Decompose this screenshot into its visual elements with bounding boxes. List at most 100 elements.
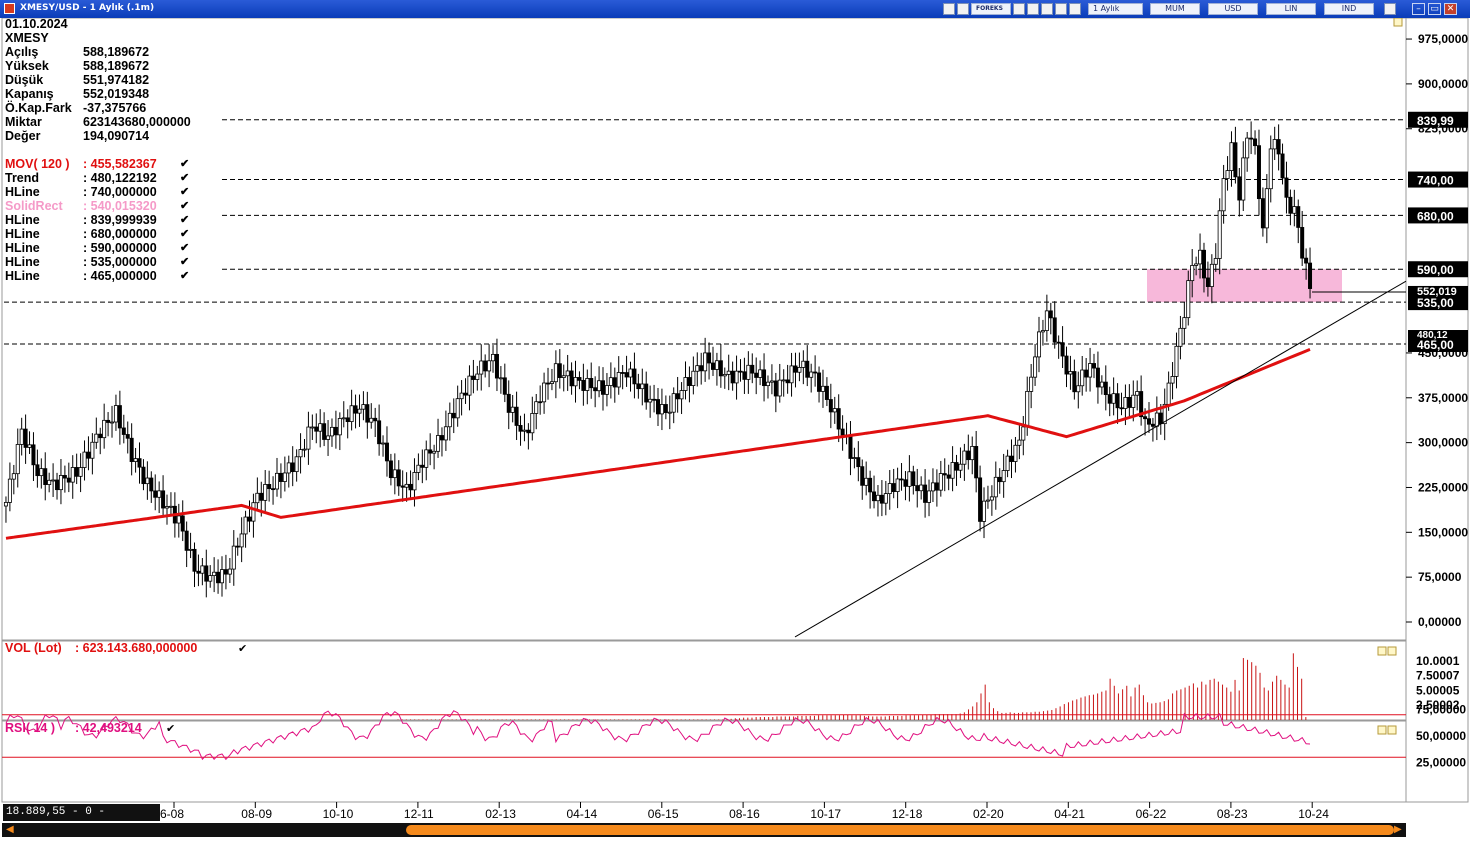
candle-body	[11, 473, 16, 480]
info-row-value: 194,090714	[83, 129, 150, 143]
candle-body	[98, 433, 103, 439]
candle-body	[263, 484, 268, 501]
scroll-left-arrow-icon[interactable]: ◀	[6, 824, 14, 835]
candle-body	[475, 373, 480, 380]
candle-body	[856, 457, 861, 468]
candle-body	[1272, 139, 1277, 150]
candle-body	[62, 475, 67, 479]
info-row-value: 588,189672	[83, 45, 150, 59]
cursor-icon[interactable]	[1384, 3, 1396, 15]
minimize-button[interactable]: –	[1412, 3, 1425, 15]
candle-body	[110, 421, 115, 424]
toolbar-grid-icon[interactable]	[1027, 3, 1039, 15]
indicator-value: : 680,000000	[83, 227, 157, 241]
candle-body	[604, 385, 609, 395]
candle-body	[184, 530, 189, 551]
panel-button[interactable]	[1393, 18, 1403, 27]
candle-body	[781, 379, 786, 382]
candle-body	[31, 444, 36, 466]
candle-body	[1107, 394, 1112, 404]
candle-body	[161, 490, 166, 509]
candle-body	[141, 466, 146, 485]
candle-body	[196, 570, 201, 574]
candles	[3, 121, 1313, 598]
candle-body	[1033, 356, 1038, 378]
x-axis-label: 6-08	[160, 807, 184, 821]
candle-body	[420, 464, 425, 468]
candle-body	[1143, 416, 1148, 420]
toolbar-wave-icon[interactable]	[1069, 3, 1081, 15]
indicator-value: : 455,582367	[83, 157, 157, 171]
scale-select[interactable]: LIN	[1266, 3, 1316, 15]
candle-body	[514, 406, 519, 426]
candle-body	[927, 490, 932, 503]
info-row-value: 552,019348	[83, 87, 150, 101]
candle-body	[1292, 206, 1297, 214]
candle-body	[106, 419, 111, 423]
close-button[interactable]: ✕	[1444, 3, 1457, 15]
candle-body	[970, 445, 975, 461]
scroll-right-arrow-icon[interactable]: ▶	[1394, 824, 1402, 835]
x-axis-label: 08-23	[1217, 807, 1248, 821]
chart-style-select[interactable]: MUM	[1150, 3, 1200, 15]
candle-body	[1288, 196, 1293, 214]
candle-body	[247, 516, 252, 522]
candle-body	[1186, 280, 1191, 319]
volume-tick-label: 10.0001	[1416, 654, 1460, 668]
candle-body	[699, 365, 704, 372]
candle-body	[919, 484, 924, 492]
indicator-check-icon: ✔	[180, 200, 190, 212]
candle-body	[243, 516, 248, 535]
candle-body	[416, 464, 421, 473]
currency-select[interactable]: USD	[1208, 3, 1258, 15]
period-select[interactable]: 1 Aylık	[1088, 3, 1143, 15]
candle-body	[1308, 262, 1313, 289]
info-row-value: 588,189672	[83, 59, 150, 73]
scroll-thumb[interactable]	[406, 825, 1394, 835]
candle-body	[966, 450, 971, 461]
candle-body	[471, 375, 476, 380]
panel-button[interactable]	[1377, 646, 1387, 656]
candle-body	[337, 418, 342, 436]
candle-body	[1048, 310, 1053, 319]
window-title: XMESY/USD - 1 Aylık (.1m)	[20, 3, 155, 13]
indicator-check-icon: ✔	[180, 158, 190, 170]
candle-body	[133, 458, 138, 462]
chart-area[interactable]: 975,0000900,0000825,0000450,0000375,0000…	[0, 18, 1470, 841]
panel-button[interactable]	[1387, 646, 1397, 656]
candle-body	[1092, 363, 1097, 369]
trend-line	[794, 280, 1407, 638]
hline-tag	[1408, 261, 1468, 278]
toolbar-link-icon[interactable]	[957, 3, 969, 15]
candle-body	[1084, 369, 1089, 378]
candle-body	[35, 464, 40, 477]
toolbar-pencil-icon[interactable]	[1041, 3, 1053, 15]
x-axis-label: 12-18	[892, 807, 923, 821]
indicator-label: MOV( 120 )	[5, 157, 70, 171]
candle-body	[216, 571, 221, 584]
candle-body	[813, 371, 818, 374]
rsi-tick-label: 50,00000	[1416, 729, 1466, 743]
horizontal-scrollbar[interactable]: ◀ ▶	[2, 823, 1406, 837]
candle-body	[424, 449, 429, 468]
restore-button[interactable]: ▭	[1428, 3, 1441, 15]
candle-body	[656, 399, 661, 415]
toolbar-table-icon[interactable]	[1013, 3, 1025, 15]
panel-button[interactable]	[1377, 725, 1387, 735]
candle-body	[412, 472, 417, 491]
price-tick-label: 375,0000	[1418, 391, 1468, 405]
indicator-select[interactable]: IND	[1324, 3, 1374, 15]
candle-body	[954, 462, 959, 471]
candle-body	[887, 483, 892, 495]
candle-body	[70, 467, 75, 483]
candle-body	[1150, 423, 1155, 427]
toolbar-crosshair-icon[interactable]	[1055, 3, 1067, 15]
candle-body	[805, 360, 810, 378]
indicator-check-icon: ✔	[180, 242, 190, 254]
toolbar-chart-icon[interactable]	[943, 3, 955, 15]
panel-button[interactable]	[1387, 725, 1397, 735]
candle-body	[934, 482, 939, 491]
candle-body	[746, 364, 751, 380]
candle-body	[55, 479, 60, 491]
candle-body	[463, 392, 468, 396]
